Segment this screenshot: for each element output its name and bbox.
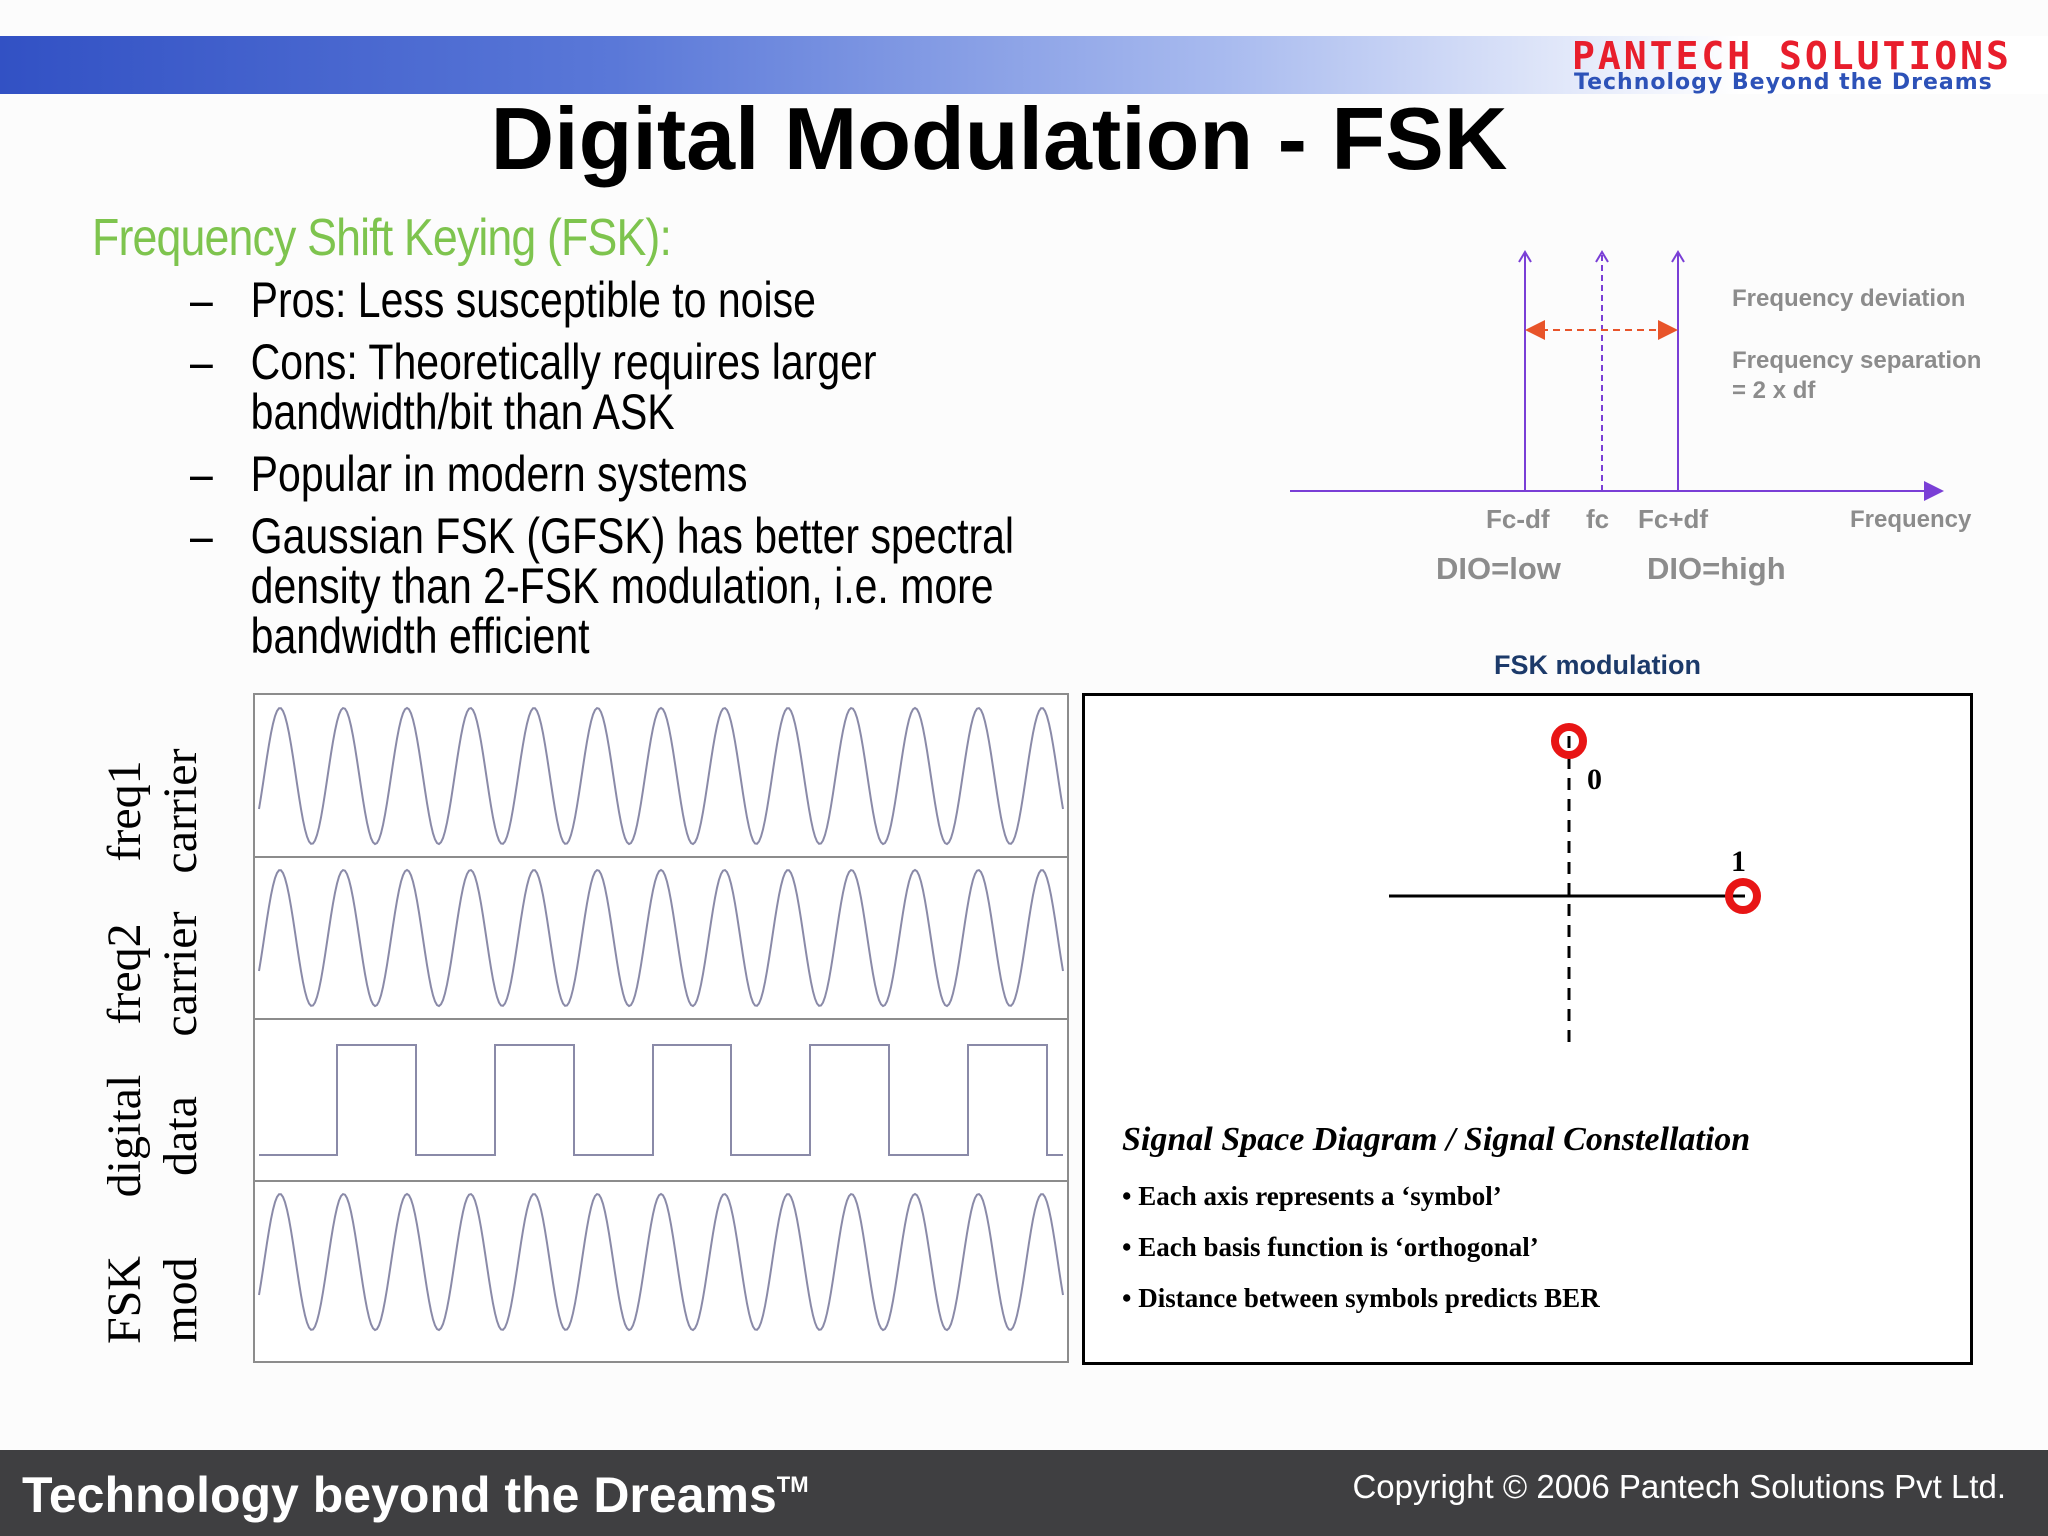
signal-space-title: Signal Space Diagram / Signal Constellat… bbox=[1122, 1121, 1751, 1158]
footer-copyright: Copyright © 2006 Pantech Solutions Pvt L… bbox=[1352, 1468, 2006, 1505]
arrow-head-icon bbox=[1671, 250, 1685, 263]
tick-center-label: fc bbox=[1586, 504, 1610, 534]
waveform-plot bbox=[255, 706, 1067, 1332]
bullet-item: – Gaussian FSK (GFSK) has better spectral… bbox=[190, 511, 1071, 661]
symbol-point-0 bbox=[1551, 723, 1587, 759]
bullet-item: – Popular in modern systems bbox=[190, 449, 1223, 499]
logo-tagline: Technology Beyond the Dreams bbox=[1574, 70, 1993, 95]
dio-high-label: DIO=high bbox=[1647, 551, 1786, 586]
bullet-dash: – bbox=[190, 446, 213, 502]
deviation-label: Frequency deviation bbox=[1732, 285, 1966, 312]
footer-bar bbox=[0, 1450, 2048, 1536]
separation-formula: = 2 x df bbox=[1732, 377, 1816, 404]
freq1-carrier-wave bbox=[258, 706, 1064, 846]
row-label-fsk-mod: FSK mod bbox=[98, 1255, 207, 1345]
bullet-text: Pros: Less susceptible to noise bbox=[250, 272, 816, 328]
waveform-panel bbox=[253, 693, 1069, 1363]
freq2-carrier-wave bbox=[258, 868, 1064, 1008]
frequency-axis-label: Frequency bbox=[1850, 506, 1972, 533]
slide-title: Digital Modulation - FSK bbox=[490, 89, 1508, 188]
bullet-dash: – bbox=[190, 272, 213, 328]
symbol-1-label: 1 bbox=[1731, 845, 1746, 878]
arrow-head-icon bbox=[1518, 250, 1532, 263]
bullet-dash: – bbox=[190, 508, 213, 564]
bullet-item: – Pros: Less susceptible to noise bbox=[190, 275, 1223, 325]
fsk-modulation-title: FSK modulation bbox=[1494, 650, 1701, 680]
section-heading: Frequency Shift Keying (FSK): bbox=[92, 209, 672, 267]
bullet-text: Cons: Theoretically requires larger band… bbox=[250, 334, 877, 440]
footer-tagline: Technology beyond the DreamsTM bbox=[22, 1467, 809, 1523]
constellation-plot: 0 1 bbox=[1389, 723, 1761, 1046]
fsk-modulated-wave bbox=[258, 1192, 1064, 1332]
signal-space-item: • Distance between symbols predicts BER bbox=[1122, 1283, 1600, 1313]
bullet-dash: – bbox=[190, 334, 213, 390]
symbol-0-label: 0 bbox=[1587, 763, 1602, 796]
signal-space-item: • Each axis represents a ‘symbol’ bbox=[1122, 1181, 1502, 1211]
company-logo: PANTECH SOLUTIONS bbox=[1572, 34, 2012, 78]
arrow-head-icon bbox=[1595, 250, 1609, 263]
separation-label: Frequency separation bbox=[1732, 347, 1982, 374]
dio-low-label: DIO=low bbox=[1436, 551, 1561, 586]
tick-high-label: Fc+df bbox=[1638, 504, 1709, 534]
tick-low-label: Fc-df bbox=[1486, 504, 1550, 534]
bullet-list: – Pros: Less susceptible to noise – Cons: … bbox=[190, 275, 1223, 673]
bullet-text: Gaussian FSK (GFSK) has better spectral … bbox=[250, 508, 1015, 664]
spectrum-diagram bbox=[1290, 250, 1944, 501]
bullet-item: – Cons: Theoretically requires larger ban… bbox=[190, 337, 989, 437]
digital-data-wave bbox=[259, 1044, 1063, 1156]
bullet-text: Popular in modern systems bbox=[250, 446, 748, 502]
trademark: TM bbox=[776, 1472, 809, 1497]
header-banner bbox=[0, 36, 2048, 94]
constellation-panel: 0 1 bbox=[1082, 693, 1973, 1365]
signal-space-item: • Each basis function is ‘orthogonal’ bbox=[1122, 1232, 1539, 1262]
symbol-point-1 bbox=[1725, 878, 1761, 914]
